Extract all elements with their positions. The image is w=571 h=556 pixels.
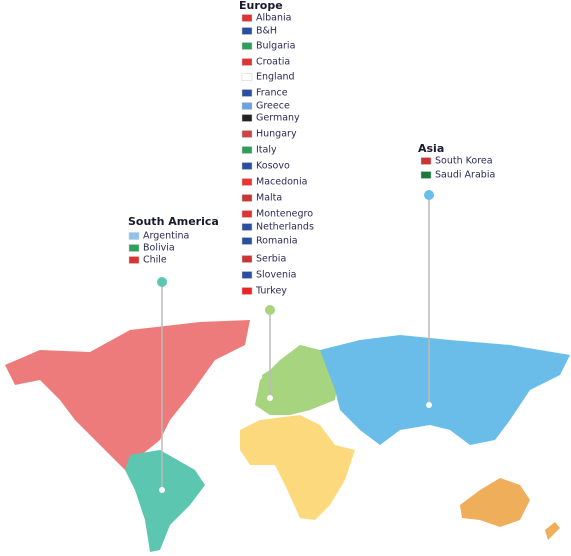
flag: [241, 58, 253, 66]
pin: [157, 277, 167, 287]
flag: [241, 89, 253, 97]
continents: [5, 320, 570, 552]
country-name: Serbia: [256, 254, 286, 265]
country-name: Greece: [256, 101, 290, 112]
region-title: Europe: [239, 0, 283, 12]
flag: [241, 287, 253, 295]
flag: [241, 14, 253, 22]
europe: [255, 345, 340, 415]
flag: [241, 255, 253, 263]
country-name: Albania: [256, 13, 291, 24]
country-name: Italy: [256, 145, 277, 156]
south-america: [125, 450, 205, 552]
flag: [241, 237, 253, 245]
pins: [157, 190, 434, 493]
africa: [240, 415, 355, 520]
pin: [265, 305, 275, 315]
country-name: South Korea: [435, 156, 493, 167]
flag: [241, 210, 253, 218]
country-name: Malta: [256, 193, 282, 204]
country-name: Saudi Arabia: [435, 170, 495, 181]
region-title: South America: [128, 215, 219, 228]
flag: [241, 146, 253, 154]
country-name: Romania: [256, 236, 298, 247]
country-name: Netherlands: [256, 222, 314, 233]
flag: [241, 73, 253, 81]
asia: [320, 335, 570, 445]
country-name: Germany: [256, 113, 300, 124]
flag: [241, 102, 253, 110]
country-name: Bulgaria: [256, 41, 295, 52]
pin: [424, 190, 434, 200]
flag: [420, 157, 432, 165]
flag: [128, 244, 140, 252]
pin-dot: [426, 402, 432, 408]
pin-dot: [267, 395, 273, 401]
flag: [241, 114, 253, 122]
flag: [241, 162, 253, 170]
flag: [241, 130, 253, 138]
pin-dot: [159, 487, 165, 493]
flag: [241, 223, 253, 231]
country-name: France: [256, 88, 288, 99]
flag: [128, 232, 140, 240]
region-title: Asia: [418, 142, 444, 155]
flag: [241, 178, 253, 186]
country-name: Slovenia: [256, 270, 296, 281]
new-zealand: [545, 522, 560, 540]
country-name: Montenegro: [256, 209, 313, 220]
flag: [241, 194, 253, 202]
country-name: B&H: [256, 26, 277, 37]
country-name: England: [256, 72, 295, 83]
country-name: Turkey: [255, 286, 287, 297]
country-name: Hungary: [256, 129, 297, 140]
country-name: Croatia: [256, 57, 290, 68]
country-name: Kosovo: [256, 161, 290, 172]
country-name: Bolivia: [143, 243, 175, 254]
australia: [460, 478, 530, 527]
flag: [241, 42, 253, 50]
country-name: Argentina: [143, 231, 189, 242]
flag: [420, 171, 432, 179]
flag: [128, 256, 140, 264]
country-name: Macedonia: [256, 177, 307, 188]
north-america: [5, 320, 250, 470]
flag: [241, 27, 253, 35]
flag: [241, 271, 253, 279]
country-name: Chile: [143, 255, 167, 266]
